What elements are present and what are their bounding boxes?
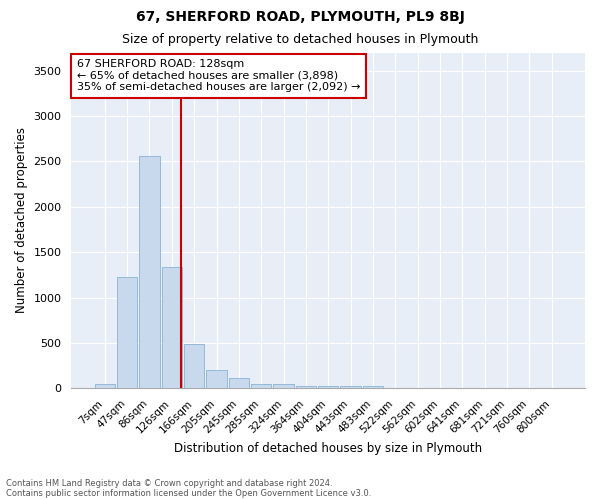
Text: 67, SHERFORD ROAD, PLYMOUTH, PL9 8BJ: 67, SHERFORD ROAD, PLYMOUTH, PL9 8BJ [136, 10, 464, 24]
Y-axis label: Number of detached properties: Number of detached properties [15, 128, 28, 314]
Bar [206, 370, 227, 388]
Text: 67 SHERFORD ROAD: 128sqm
← 65% of detached houses are smaller (3,898)
35% of sem: 67 SHERFORD ROAD: 128sqm ← 65% of detach… [77, 59, 360, 92]
Bar [251, 384, 271, 388]
Bar [162, 267, 182, 388]
Bar [139, 156, 160, 388]
Bar [340, 386, 361, 388]
Bar [229, 378, 249, 388]
Bar [296, 386, 316, 388]
Bar [95, 384, 115, 388]
Bar [363, 386, 383, 388]
Text: Size of property relative to detached houses in Plymouth: Size of property relative to detached ho… [122, 32, 478, 46]
Text: Contains HM Land Registry data © Crown copyright and database right 2024.: Contains HM Land Registry data © Crown c… [6, 478, 332, 488]
Bar [184, 344, 204, 389]
X-axis label: Distribution of detached houses by size in Plymouth: Distribution of detached houses by size … [174, 442, 482, 455]
Text: Contains public sector information licensed under the Open Government Licence v3: Contains public sector information licen… [6, 488, 371, 498]
Bar [274, 384, 293, 388]
Bar [117, 277, 137, 388]
Bar [318, 386, 338, 388]
